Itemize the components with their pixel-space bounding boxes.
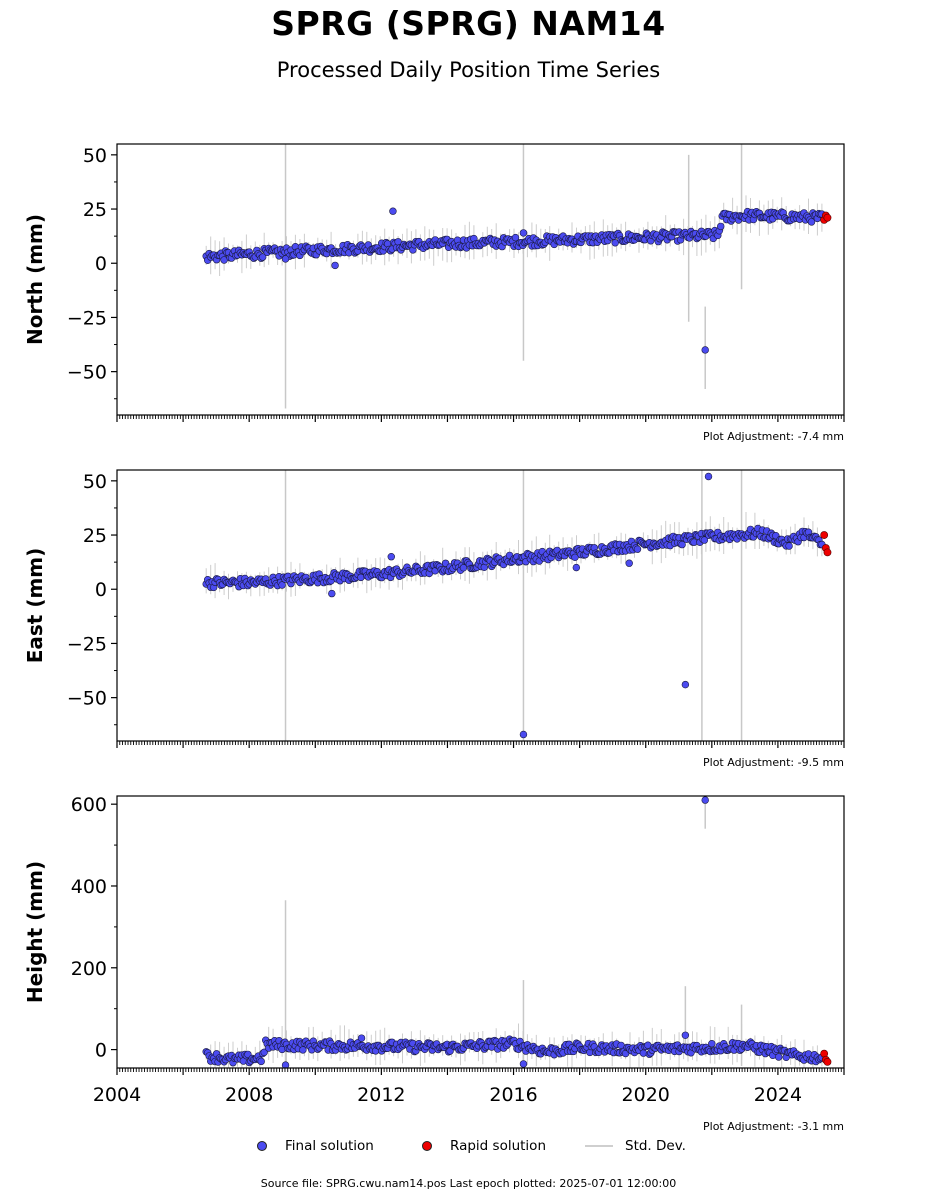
x-tick-label: 2004 [93,1084,141,1106]
rapid-point [823,213,832,222]
final-outlier-point [572,563,581,572]
final-solution-marker-icon [257,1141,267,1151]
final-outlier-point [389,207,397,215]
x-tick-label: 2012 [357,1084,405,1106]
final-outlier-point [331,261,339,270]
y-axis-label: North (mm) [23,214,47,345]
final-point [678,540,686,549]
rapid-solution-marker-icon [422,1141,432,1151]
final-point [611,239,619,247]
final-point [257,1057,265,1066]
final-outlier-point [701,796,709,804]
plot-adjustment-label: Plot Adjustment: -3.1 mm [703,1120,844,1133]
final-outlier-point [681,680,690,689]
final-outlier-point [519,1060,528,1068]
final-outlier-point [328,589,336,598]
plot-content [202,144,832,409]
final-point [716,222,725,231]
legend-rapid-label: Rapid solution [450,1138,546,1154]
x-tick-label: 2020 [622,1084,670,1106]
final-point [807,218,816,226]
final-outlier-point [387,553,395,561]
y-tick-label: −50 [67,362,107,384]
y-tick-label: 50 [83,145,107,167]
panel-2: 50 25 0 −25 −50 East (mm) Plot Adjustment: -9.… [23,469,845,769]
y-axis-label: East (mm) [23,548,47,664]
plot-adjustment-label: Plot Adjustment: -7.4 mm [703,430,844,443]
y-tick-label: 400 [71,876,107,898]
y-tick-label: −25 [67,307,107,329]
final-point [785,542,793,550]
y-tick-label: 25 [83,525,107,547]
y-axis-label: Height (mm) [23,861,47,1003]
x-tick-label: 2024 [754,1084,802,1106]
source-footer: Source file: SPRG.cwu.nam14.pos Last epo… [260,1177,677,1190]
panel-frame [116,795,845,1069]
final-point [700,536,709,544]
y-tick-label: 0 [95,579,107,601]
final-point [278,581,286,589]
y-tick-label: 0 [95,253,107,275]
final-point [639,1049,648,1057]
final-point [260,1048,268,1057]
final-outlier-point [357,1034,366,1042]
rapid-solution-points [820,211,832,224]
y-tick-label: −50 [67,688,107,710]
final-point [774,1053,783,1061]
x-tick-label: 2008 [225,1084,273,1106]
panel-frame [116,143,845,416]
y-tick-label: −25 [67,633,107,655]
panel-1: 50 25 0 −25 −50 North (mm) Plot Adjustment: -7… [23,143,845,443]
final-point [633,545,642,553]
final-outlier-point [281,255,290,263]
rapid-solution-points [820,1049,832,1066]
final-solution-points [202,472,826,739]
final-solution-points [202,796,826,1068]
final-point [259,253,267,261]
final-point [511,233,520,242]
final-outlier-point [701,346,709,354]
y-tick-label: 0 [95,1040,107,1062]
y-tick-label: 200 [71,958,107,980]
final-outlier-point [281,1061,290,1068]
final-outlier-point [625,559,633,567]
rapid-point [823,1057,832,1066]
legend-final: Final solution [257,1138,374,1154]
panel-frame [116,469,845,742]
legend-std-label: Std. Dev. [625,1138,686,1154]
final-solution-points [202,207,826,354]
legend: Final solution Rapid solution Std. Dev. [0,1138,937,1158]
legend-rapid: Rapid solution [422,1138,546,1154]
rapid-point [820,531,829,539]
final-outlier-point [704,472,713,481]
rapid-point [823,548,832,557]
final-point [571,553,579,561]
final-outlier-point [519,730,528,739]
plot-content [202,470,832,741]
plot-content [202,796,832,1068]
final-point [459,564,468,572]
final-outlier-point [681,1031,690,1039]
y-tick-label: 50 [83,471,107,493]
x-tick-label: 2016 [489,1084,537,1106]
y-tick-label: 25 [83,199,107,221]
chart-subtitle: Processed Daily Position Time Series [276,58,661,82]
chart-title: SPRG (SPRG) NAM14 [271,4,666,43]
final-point [708,1039,716,1048]
rapid-solution-points [820,531,832,557]
legend-final-label: Final solution [285,1138,374,1154]
final-outlier-point [519,229,528,237]
plot-adjustment-label: Plot Adjustment: -9.5 mm [703,756,844,769]
std-dev-line-icon [585,1145,613,1147]
y-tick-label: 600 [71,794,107,816]
legend-std: Std. Dev. [585,1138,686,1154]
